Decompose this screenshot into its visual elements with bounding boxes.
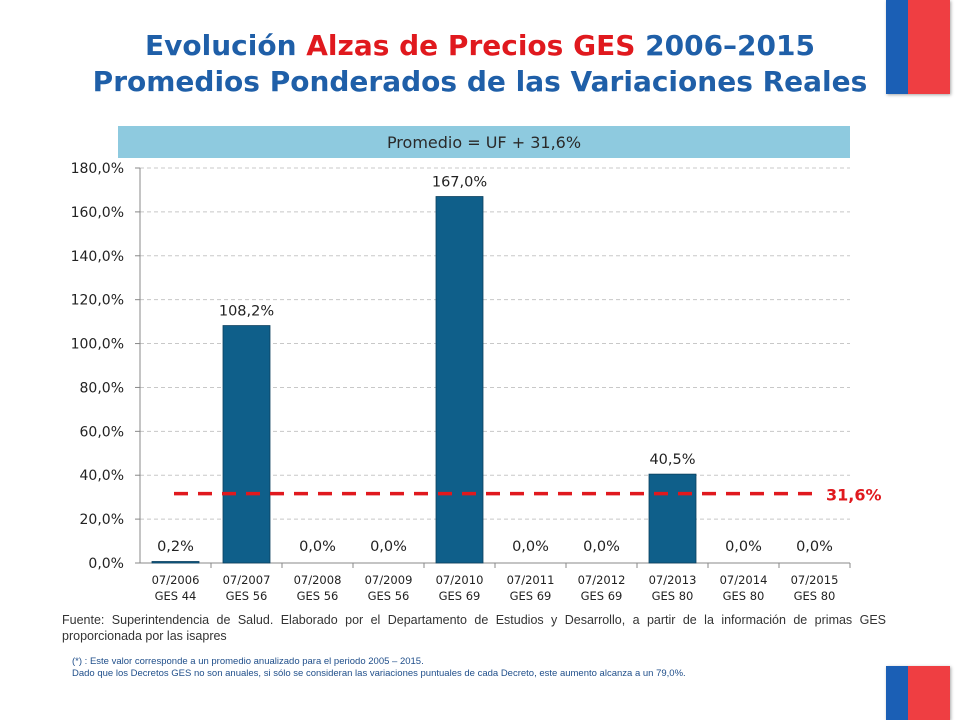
x-tick-label: 07/2006 bbox=[152, 573, 200, 587]
x-tick-label: GES 56 bbox=[368, 589, 410, 603]
y-tick-label: 20,0% bbox=[80, 512, 124, 528]
x-tick-label: 07/2007 bbox=[223, 573, 271, 587]
data-label: 0,0% bbox=[725, 539, 762, 555]
x-tick-label: 07/2008 bbox=[294, 573, 342, 587]
x-tick-label: GES 56 bbox=[297, 589, 339, 603]
x-tick-label: GES 80 bbox=[652, 589, 694, 603]
y-tick-label: 100,0% bbox=[71, 337, 124, 353]
x-tick-label: 07/2015 bbox=[791, 573, 839, 587]
chile-flag-logo-top bbox=[886, 0, 950, 94]
data-label: 40,5% bbox=[649, 452, 695, 468]
footnote-line-2: Dado que los Decretos GES no son anuales… bbox=[72, 668, 686, 679]
y-tick-label: 80,0% bbox=[80, 380, 124, 396]
title-suffix: 2006–2015 bbox=[635, 29, 815, 62]
bar bbox=[648, 473, 697, 564]
chile-flag-logo-bottom bbox=[886, 666, 950, 720]
y-tick-label: 60,0% bbox=[80, 424, 124, 440]
bar-chart: 0,0% 20,0% 40,0% 60,0% 80,0% 100,0% 120,0% 140,… bbox=[71, 161, 882, 603]
x-tick-label: 07/2013 bbox=[649, 573, 697, 587]
x-tick-label: GES 69 bbox=[439, 589, 481, 603]
average-line-label: 31,6% bbox=[826, 486, 882, 505]
title-accent: Alzas de Precios GES bbox=[306, 29, 636, 62]
y-tick-label: 0,0% bbox=[88, 556, 124, 572]
average-banner: Promedio = UF + 31,6% bbox=[118, 126, 850, 158]
x-tick-label: GES 56 bbox=[226, 589, 268, 603]
y-tick-label: 140,0% bbox=[71, 249, 124, 265]
title-line-1: Evolución Alzas de Precios GES 2006–2015 bbox=[0, 28, 960, 64]
bar bbox=[222, 325, 271, 564]
x-tick-label: 07/2010 bbox=[436, 573, 484, 587]
x-tick-label: GES 80 bbox=[723, 589, 765, 603]
bar bbox=[151, 561, 200, 564]
data-label: 0,0% bbox=[299, 539, 336, 555]
x-tick-label: GES 69 bbox=[581, 589, 623, 603]
x-tick-label: 07/2011 bbox=[507, 573, 555, 587]
data-label: 0,0% bbox=[512, 539, 549, 555]
data-label: 0,0% bbox=[796, 539, 833, 555]
bar bbox=[435, 196, 484, 564]
y-tick-label: 120,0% bbox=[71, 293, 124, 309]
x-tick-label: 07/2014 bbox=[720, 573, 768, 587]
x-tick-label: GES 80 bbox=[794, 589, 836, 603]
data-label: 167,0% bbox=[432, 175, 487, 191]
title-prefix: Evolución bbox=[145, 29, 307, 62]
y-tick-label: 160,0% bbox=[71, 205, 124, 221]
footnote-line-1: (*) : Este valor corresponde a un promed… bbox=[72, 656, 424, 667]
data-label: 108,2% bbox=[219, 304, 274, 320]
page-title: Evolución Alzas de Precios GES 2006–2015… bbox=[0, 28, 960, 100]
data-label: 0,2% bbox=[157, 539, 194, 555]
data-label: 0,0% bbox=[370, 539, 407, 555]
footnote: (*) : Este valor corresponde a un promed… bbox=[72, 656, 852, 680]
source-note: Fuente: Superintendencia de Salud. Elabo… bbox=[62, 613, 886, 643]
x-tick-label: GES 69 bbox=[510, 589, 552, 603]
data-label: 0,0% bbox=[583, 539, 620, 555]
x-tick-label: 07/2012 bbox=[578, 573, 626, 587]
x-tick-label: GES 44 bbox=[155, 589, 197, 603]
y-tick-label: 180,0% bbox=[71, 161, 124, 177]
x-tick-label: 07/2009 bbox=[365, 573, 413, 587]
y-tick-label: 40,0% bbox=[80, 468, 124, 484]
title-line-2: Promedios Ponderados de las Variaciones … bbox=[92, 65, 868, 98]
